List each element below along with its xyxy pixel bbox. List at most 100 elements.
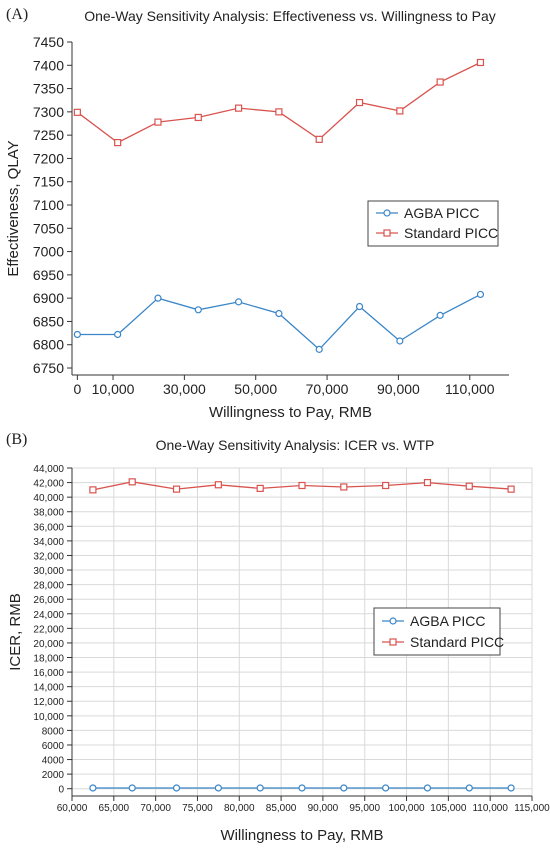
legend-box	[373, 607, 501, 656]
data-point-standard-picc	[73, 108, 81, 116]
y-tick-label: 2000	[42, 770, 65, 781]
data-point-standard-picc	[423, 478, 432, 487]
y-tick-label: 7450	[33, 34, 64, 50]
chart-title: One-Way Sensitivity Analysis: Effectiven…	[84, 8, 496, 24]
x-tick-label: 105,000	[430, 803, 467, 814]
legend-marker-square	[389, 638, 397, 646]
y-tick-label: 24,000	[33, 610, 64, 621]
legend-label: Standard PICC	[410, 634, 504, 650]
legend-box	[367, 200, 499, 247]
y-tick-label: 7050	[33, 220, 64, 236]
y-tick-label: 40,000	[33, 493, 64, 504]
panel-label: (B)	[6, 431, 27, 448]
y-tick-label: 7000	[33, 244, 64, 260]
x-tick-label: 90,000	[308, 803, 339, 814]
legend-label: Standard PICC	[404, 225, 498, 241]
data-point-agba-picc	[355, 302, 364, 311]
data-point-agba-picc	[436, 311, 444, 319]
data-point-standard-picc	[396, 107, 404, 115]
data-point-standard-picc	[234, 104, 243, 112]
x-tick-label: 0	[73, 381, 81, 397]
data-point-standard-picc	[340, 483, 348, 491]
x-tick-label: 80,000	[224, 803, 255, 814]
data-point-agba-picc	[476, 290, 485, 299]
x-tick-label: 110,000	[445, 381, 495, 397]
y-axis-title: Effectiveness, QLAY	[5, 140, 22, 276]
y-tick-label: 18,000	[33, 654, 64, 665]
data-point-standard-picc	[298, 481, 306, 490]
y-axis-title: ICER, RMB	[7, 593, 24, 671]
y-tick-label: 36,000	[33, 522, 64, 533]
y-tick-label: 20,000	[33, 639, 64, 650]
x-tick-label: 115,000	[514, 803, 550, 814]
y-tick-label: 6900	[33, 290, 64, 306]
chart-title: One-Way Sensitivity Analysis: ICER vs. W…	[156, 437, 435, 453]
chart-icer: (B) One-Way Sensitivity Analysis: ICER vs…	[6, 431, 550, 844]
data-point-agba-picc	[128, 784, 136, 792]
x-tick-label: 70,000	[140, 803, 171, 814]
y-tick-label: 26,000	[33, 595, 64, 606]
data-point-standard-picc	[476, 58, 485, 67]
data-point-standard-picc	[194, 113, 202, 122]
y-tick-label: 6950	[33, 267, 64, 283]
series-line-agba-picc	[77, 293, 481, 351]
data-point-standard-picc	[154, 118, 162, 126]
y-tick-label: 7400	[33, 57, 64, 73]
x-tick-label: 30,000	[163, 381, 206, 397]
data-point-agba-picc	[114, 330, 122, 339]
data-point-standard-picc	[507, 485, 515, 493]
y-tick-label: 6850	[33, 313, 64, 329]
legend-label: AGBA PICC	[410, 613, 485, 629]
data-point-agba-picc	[340, 784, 348, 792]
y-tick-label: 32,000	[33, 551, 64, 562]
data-point-agba-picc	[507, 784, 515, 792]
data-point-agba-picc	[172, 784, 181, 792]
y-tick-label: 7200	[33, 150, 64, 166]
y-tick-label: 14,000	[33, 683, 64, 694]
y-tick-label: 16,000	[33, 668, 64, 679]
y-tick-label: 22,000	[33, 624, 64, 635]
x-tick-label: 75,000	[182, 803, 213, 814]
y-tick-label: 0	[58, 785, 64, 796]
data-point-agba-picc	[315, 345, 323, 353]
data-point-agba-picc	[154, 294, 162, 302]
data-point-agba-picc	[194, 306, 202, 314]
data-point-standard-picc	[436, 78, 444, 86]
x-axis-title: Willingness to Pay, RMB	[220, 827, 383, 844]
y-tick-label: 7150	[33, 174, 64, 190]
data-point-standard-picc	[214, 481, 222, 489]
data-point-standard-picc	[89, 486, 97, 494]
y-tick-label: 12,000	[33, 697, 64, 708]
y-tick-label: 4000	[42, 756, 65, 767]
x-tick-label: 10,000	[92, 381, 135, 397]
y-tick-label: 7250	[33, 127, 64, 143]
data-point-agba-picc	[73, 330, 81, 339]
data-point-standard-picc	[465, 482, 473, 490]
x-tick-label: 70,000	[306, 381, 349, 397]
y-tick-label: 6000	[42, 741, 65, 752]
legend-marker-square	[383, 229, 391, 237]
x-tick-label: 60,000	[57, 803, 88, 814]
y-tick-label: 28,000	[33, 581, 64, 592]
y-tick-label: 6800	[33, 337, 64, 353]
legend-marker-circle	[389, 617, 397, 625]
x-tick-label: 50,000	[234, 381, 277, 397]
x-axis-title: Willingness to Pay, RMB	[209, 404, 372, 421]
data-point-agba-picc	[396, 337, 404, 345]
y-tick-label: 42,000	[33, 479, 64, 490]
x-tick-label: 65,000	[99, 803, 130, 814]
x-tick-label: 90,000	[377, 381, 420, 397]
y-tick-label: 7100	[33, 197, 64, 213]
y-tick-label: 8000	[42, 726, 65, 737]
panel-label: (A)	[6, 6, 28, 23]
chart-effectiveness: (A) One-Way Sensitivity Analysis: Effecti…	[5, 6, 509, 421]
data-point-standard-picc	[382, 481, 390, 490]
data-point-agba-picc	[382, 784, 390, 792]
data-point-standard-picc	[114, 138, 122, 147]
data-point-agba-picc	[214, 784, 222, 792]
x-tick-label: 110,000	[472, 803, 508, 814]
y-tick-label: 34,000	[33, 537, 64, 548]
data-point-agba-picc	[234, 298, 243, 306]
series-line-standard-picc	[77, 61, 481, 144]
data-point-standard-picc	[256, 484, 264, 493]
